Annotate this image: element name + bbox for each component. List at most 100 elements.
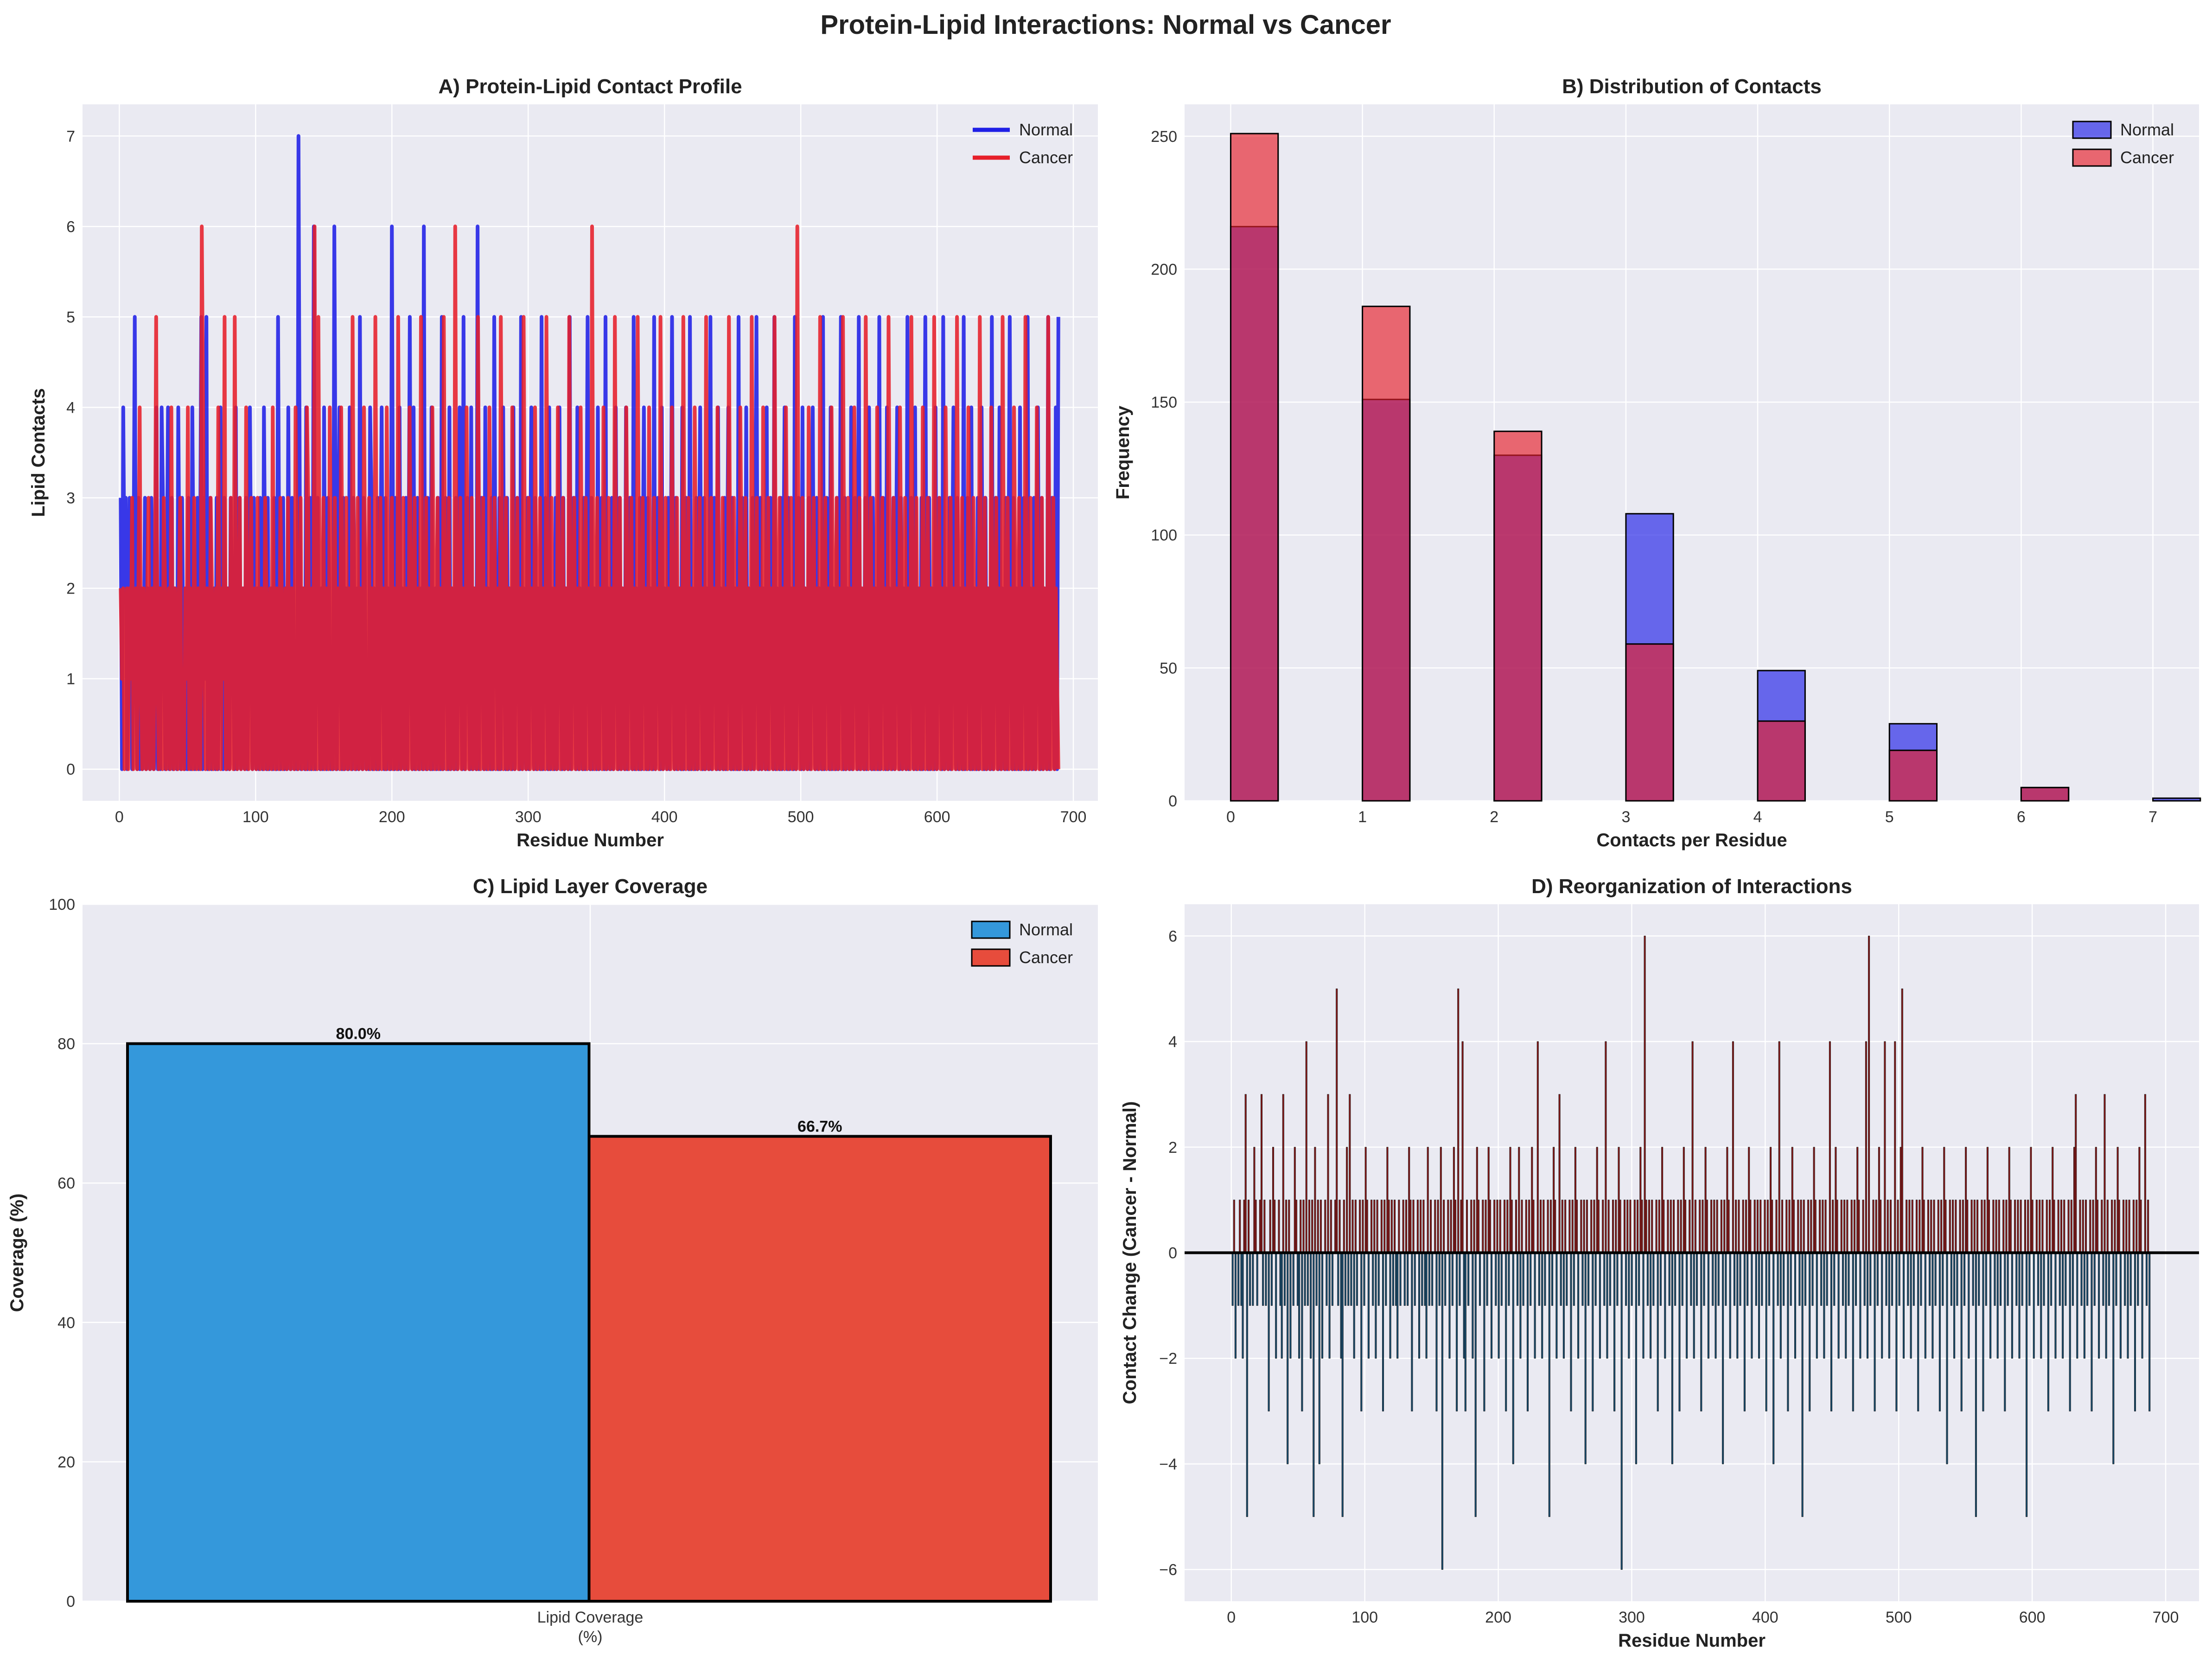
change-bar-negative (1594, 1253, 1597, 1306)
change-bar-negative (1898, 1253, 1900, 1306)
change-bar-positive (1983, 1200, 1986, 1253)
hist-bar-normal (2152, 797, 2201, 802)
change-bar-positive (2147, 1200, 2149, 1253)
change-bar-negative (1270, 1253, 1273, 1306)
change-bar-negative (1464, 1253, 1466, 1412)
change-bar-positive (1511, 1200, 1513, 1253)
change-bar-positive (1732, 1041, 1734, 1253)
change-bar-positive (1800, 1200, 1802, 1253)
change-bar-positive (2046, 1200, 2048, 1253)
change-bar-positive (1951, 1200, 1954, 1253)
change-bar-positive (1667, 1200, 1669, 1253)
change-bar-negative (1790, 1253, 1792, 1306)
x-tick-label: 200 (379, 808, 405, 826)
change-bar-negative (1407, 1253, 1409, 1306)
x-tick-label: 7 (2148, 808, 2157, 826)
change-bar-negative (1573, 1253, 1575, 1306)
figure-title: Protein-Lipid Interactions: Normal vs Ca… (820, 10, 1391, 40)
change-bar-positive (1554, 1200, 1556, 1253)
change-bar-negative (1703, 1253, 1705, 1306)
change-bar-negative (1479, 1253, 1481, 1306)
change-bar-positive (1518, 1147, 1520, 1253)
y-tick-label: 6 (1168, 927, 1177, 945)
change-bar-positive (1702, 1200, 1704, 1253)
change-bar-negative (2004, 1253, 2006, 1412)
hist-bar-cancer (1493, 430, 1543, 802)
change-bar-negative (1942, 1253, 1944, 1306)
change-bar-negative (1490, 1253, 1492, 1359)
change-bar-positive (1470, 1200, 1473, 1253)
change-bar-negative (1932, 1253, 1934, 1359)
y-tick-label: 0 (66, 761, 75, 779)
change-bar-negative (1982, 1253, 1984, 1412)
x-tick-label: 600 (2019, 1609, 2046, 1626)
change-bar-positive (1889, 1200, 1892, 1253)
change-bar-positive (2035, 1200, 2038, 1253)
change-bar-negative (1717, 1253, 1720, 1306)
coverage-bar-cancer (587, 1135, 1052, 1603)
change-bar-negative (1848, 1253, 1850, 1306)
y-tick-label: 40 (57, 1314, 75, 1332)
change-bar-negative (2047, 1253, 2049, 1412)
change-bar-positive (1590, 1200, 1593, 1253)
change-bar-negative (2115, 1253, 2117, 1306)
change-bar-negative (1599, 1253, 1601, 1359)
change-bar-negative (2129, 1253, 2132, 1306)
change-bar-positive (1305, 1041, 1307, 1253)
x-tick-label: 500 (788, 808, 814, 826)
panel-title: A) Protein-Lipid Contact Profile (438, 75, 742, 98)
change-bar-positive (2089, 1200, 2091, 1253)
change-bar-positive (1691, 1041, 1694, 1253)
change-bar-positive (1846, 1200, 1849, 1253)
change-bar-negative (1638, 1253, 1640, 1306)
change-bar-positive (2085, 1200, 2087, 1253)
change-bar-positive (1521, 1200, 1523, 1253)
change-bar-positive (2079, 1200, 2081, 1253)
change-bar-negative (1671, 1253, 1673, 1464)
change-bar-negative (2119, 1253, 2122, 1359)
change-bar-positive (1568, 1200, 1571, 1253)
change-bar-negative (1292, 1253, 1294, 1306)
change-bar-positive (1966, 1200, 1969, 1253)
change-bar-positive (1351, 1200, 1354, 1253)
change-bar-positive (1663, 1200, 1665, 1253)
hist-bar-cancer (1757, 720, 1806, 802)
change-bar-negative (2145, 1253, 2148, 1306)
change-bar-positive (1558, 1094, 1561, 1253)
change-bar-negative (1960, 1253, 1963, 1412)
change-bar-negative (1315, 1253, 1318, 1306)
change-bar-negative (1946, 1253, 1948, 1464)
change-bar-positive (1626, 1200, 1629, 1253)
change-bar-negative (2105, 1253, 2107, 1359)
change-bar-positive (1320, 1200, 1322, 1253)
change-bar-positive (1295, 1200, 1297, 1253)
change-bar-negative (1736, 1253, 1739, 1359)
panel-b: 0 50 100 150 200 250 0 1 2 3 4 5 6 7 B) Distribution o… (1113, 75, 2201, 850)
change-bar-positive (1398, 1200, 1400, 1253)
change-bar-positive (1875, 1200, 1877, 1253)
change-bar-positive (1434, 1200, 1436, 1253)
change-bar-positive (1549, 1200, 1552, 1253)
change-bar-positive (1302, 1200, 1305, 1253)
change-bar-positive (1466, 1200, 1468, 1253)
change-bar-negative (1696, 1253, 1698, 1306)
change-bar-negative (1399, 1253, 1402, 1306)
change-bar-negative (2134, 1253, 2136, 1412)
change-bar-positive (1260, 1094, 1262, 1253)
change-bar-negative (2127, 1253, 2129, 1359)
change-bar-positive (1658, 1200, 1660, 1253)
change-bar-positive (2005, 1200, 2008, 1253)
change-bar-positive (1933, 1200, 1935, 1253)
x-tick-label: 700 (1060, 808, 1087, 826)
change-bar-positive (2082, 1200, 2084, 1253)
change-bar-negative (1382, 1253, 1384, 1412)
y-tick-label: 250 (1151, 128, 1177, 146)
change-bar-negative (1566, 1253, 1568, 1306)
change-bar-negative (2112, 1253, 2115, 1464)
change-bar-positive (1450, 1200, 1452, 1253)
hist-bar-cancer (1625, 643, 1674, 802)
change-bar-positive (1288, 1200, 1290, 1253)
y-axis-label: Frequency (1113, 405, 1133, 499)
change-bar-negative (1609, 1253, 1611, 1306)
